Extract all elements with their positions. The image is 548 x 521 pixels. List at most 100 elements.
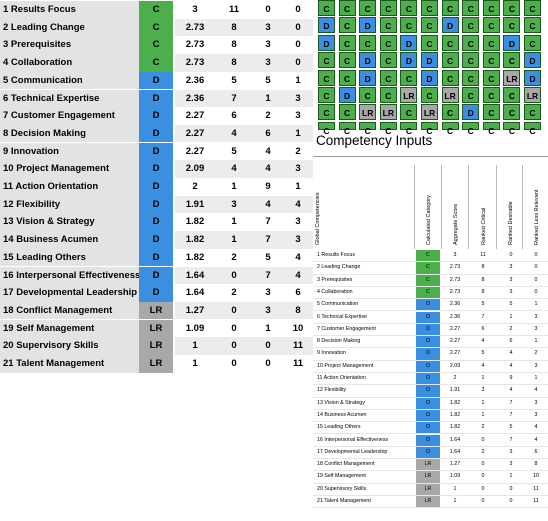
- score-value: 2.73: [175, 18, 215, 37]
- desirable-value: 7: [253, 266, 283, 285]
- desirable-value: 5: [509, 424, 513, 431]
- table-row: 12 Flexibility D 1.91 3 4 4: [313, 385, 548, 398]
- less-value: 3: [295, 216, 301, 228]
- rating-cell: D: [441, 17, 459, 34]
- desirable-value: 3: [265, 287, 271, 299]
- rating-cell: C: [462, 87, 480, 103]
- category-badge: D: [139, 160, 173, 178]
- rating-cell: C: [379, 0, 397, 16]
- less-value: 3: [534, 325, 538, 332]
- table-row: 1 Results Focus C 3 11 0 0: [313, 250, 548, 263]
- desirable-value: 4: [509, 387, 513, 394]
- critical-value: 0: [481, 436, 485, 443]
- critical-value: 8: [215, 54, 253, 72]
- score-value: 2.27: [449, 338, 461, 345]
- critical-value: 4: [215, 160, 253, 178]
- rating-cell: C: [379, 52, 397, 69]
- critical-value: 4: [481, 338, 485, 345]
- desirable-value: 5: [265, 74, 271, 86]
- competency-name: 4 Collaboration: [317, 288, 353, 295]
- table-row: 19 Self Management LR 1.09 0 1 10: [0, 319, 313, 338]
- rating-cell: C: [400, 17, 418, 34]
- competency-name: 3 Prerequisites: [317, 276, 353, 283]
- critical-value: 8: [481, 288, 485, 295]
- desirable-value: 3: [253, 301, 283, 320]
- category-badge: D: [139, 71, 173, 90]
- desirable-value: 0: [509, 252, 513, 258]
- category-badge: D: [416, 434, 440, 446]
- category-badge: D: [139, 248, 173, 267]
- less-value: 0: [283, 18, 313, 37]
- table-row: 20 Supervisory Skills LR 1 0 0 11: [0, 337, 313, 355]
- rating-cell: D: [503, 34, 521, 51]
- rating-cell: C: [462, 69, 480, 86]
- table-row: 2 Leading Change C 2.73 8 3 0: [0, 18, 313, 37]
- category-badge: D: [416, 373, 440, 385]
- table-row: 3 Prerequisites C 2.73 8 3 0: [0, 36, 313, 54]
- less-value: 0: [295, 39, 301, 51]
- rating-cell: C: [379, 87, 397, 103]
- competency-name: 1 Results Focus: [0, 1, 139, 19]
- competency-name: 15 Leading Others: [0, 248, 139, 267]
- critical-value: 11: [228, 4, 240, 15]
- score-value: 2.27: [449, 325, 461, 332]
- score-value: 2.27: [185, 145, 205, 157]
- desirable-value: 0: [509, 498, 513, 504]
- rating-cell: C: [441, 104, 459, 121]
- header-ranked-less-relevant: Ranked Less Relevant: [534, 189, 540, 245]
- rating-cell: C: [482, 52, 500, 69]
- score-value: 3: [192, 4, 198, 15]
- desirable-value: 5: [509, 301, 513, 308]
- score-value: 1.64: [185, 287, 205, 299]
- less-value: 1: [295, 74, 301, 86]
- less-value: 11: [533, 498, 539, 504]
- rating-cell: C: [421, 121, 438, 136]
- rating-cell: C: [503, 121, 521, 136]
- rating-cell: D: [318, 34, 335, 51]
- rating-cell: C: [338, 121, 356, 136]
- less-value: 0: [534, 264, 538, 271]
- score-value: 2.36: [185, 74, 205, 86]
- rating-cell: C: [421, 34, 438, 51]
- table-row: 6 Technical Expertise D 2.36 7 1 3: [0, 89, 313, 108]
- critical-value: 1: [231, 181, 237, 192]
- rating-cell: C: [421, 0, 438, 16]
- critical-value: 0: [215, 266, 253, 285]
- category-badge: D: [416, 409, 440, 422]
- score-value: 1.82: [185, 216, 205, 228]
- critical-value: 1: [481, 375, 485, 381]
- desirable-value: 3: [509, 461, 513, 468]
- category-badge: C: [139, 54, 173, 72]
- less-value: 4: [283, 195, 313, 214]
- table-row: 5 Communication D 2.36 5 5 1: [313, 299, 548, 312]
- critical-value: 3: [481, 387, 485, 394]
- critical-value: 2: [481, 448, 485, 455]
- table-row: 4 Collaboration C 2.73 8 3 0: [313, 286, 548, 300]
- rating-cell: D: [524, 52, 541, 69]
- category-badge: D: [139, 124, 173, 143]
- score-value: 1.91: [449, 387, 461, 394]
- desirable-value: 7: [509, 411, 513, 418]
- category-badge: LR: [416, 471, 440, 483]
- rating-cell: C: [441, 52, 459, 69]
- competency-name: 11 Action Orientation: [0, 178, 139, 196]
- competency-name: 16 Interpersonal Effectiveness: [0, 266, 139, 285]
- table-row: 1 Results Focus C 3 11 0 0: [0, 1, 313, 19]
- competency-name: 18 Conflict Management: [317, 461, 375, 468]
- table-row: 15 Leading Others D 1.82 2 5 4: [313, 422, 548, 435]
- competency-name: 9 Innovation: [317, 350, 346, 357]
- category-badge: LR: [416, 459, 440, 471]
- critical-value: 3: [215, 195, 253, 214]
- table-row: 12 Flexibility D 1.91 3 4 4: [0, 195, 313, 214]
- table-row: 10 Project Management D 2.09 4 4 3: [313, 360, 548, 373]
- competency-name: 4 Collaboration: [0, 54, 139, 72]
- rating-cell: C: [524, 104, 541, 121]
- rating-cell: D: [359, 52, 377, 69]
- competency-name: 21 Talent Management: [317, 498, 371, 504]
- table-row: 14 Business Acumen D 1.82 1 7 3: [0, 231, 313, 249]
- score-value: 2.36: [175, 89, 215, 108]
- score-value: 2.09: [449, 362, 461, 369]
- table-row: 21 Talent Management LR 1 0 0 11: [313, 496, 548, 509]
- desirable-value: 6: [253, 124, 283, 143]
- competency-name: 17 Developmental Leadership: [317, 448, 388, 455]
